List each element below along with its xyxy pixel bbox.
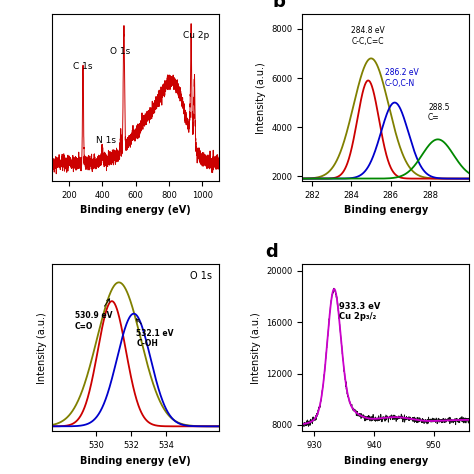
Text: 284.8 eV
C-C,C=C: 284.8 eV C-C,C=C xyxy=(352,27,385,46)
Text: b: b xyxy=(273,0,285,11)
X-axis label: Binding energy: Binding energy xyxy=(344,205,428,215)
Text: d: d xyxy=(266,243,278,261)
Text: O 1s: O 1s xyxy=(110,47,131,56)
Y-axis label: Intensity (a.u.): Intensity (a.u.) xyxy=(251,312,261,384)
Text: 933.3 eV
Cu 2p₃/₂: 933.3 eV Cu 2p₃/₂ xyxy=(339,302,381,321)
Text: 286.2 eV
C-O,C-N: 286.2 eV C-O,C-N xyxy=(385,68,419,88)
Text: 532.1 eV
C-OH: 532.1 eV C-OH xyxy=(137,319,174,348)
Y-axis label: Intensity (a.u.): Intensity (a.u.) xyxy=(256,62,266,134)
X-axis label: Binding energy: Binding energy xyxy=(344,456,428,465)
Y-axis label: Intensity (a.u.): Intensity (a.u.) xyxy=(36,312,46,384)
Text: O 1s: O 1s xyxy=(191,271,212,281)
Text: Cu 2p: Cu 2p xyxy=(182,30,209,39)
Text: C 1s: C 1s xyxy=(73,62,93,71)
X-axis label: Binding energy (eV): Binding energy (eV) xyxy=(80,205,191,215)
Text: 530.9 eV
C=O: 530.9 eV C=O xyxy=(75,299,112,331)
Text: N 1s: N 1s xyxy=(96,137,116,146)
X-axis label: Binding energy (eV): Binding energy (eV) xyxy=(80,456,191,465)
Text: 288.5
C=: 288.5 C= xyxy=(428,102,449,122)
